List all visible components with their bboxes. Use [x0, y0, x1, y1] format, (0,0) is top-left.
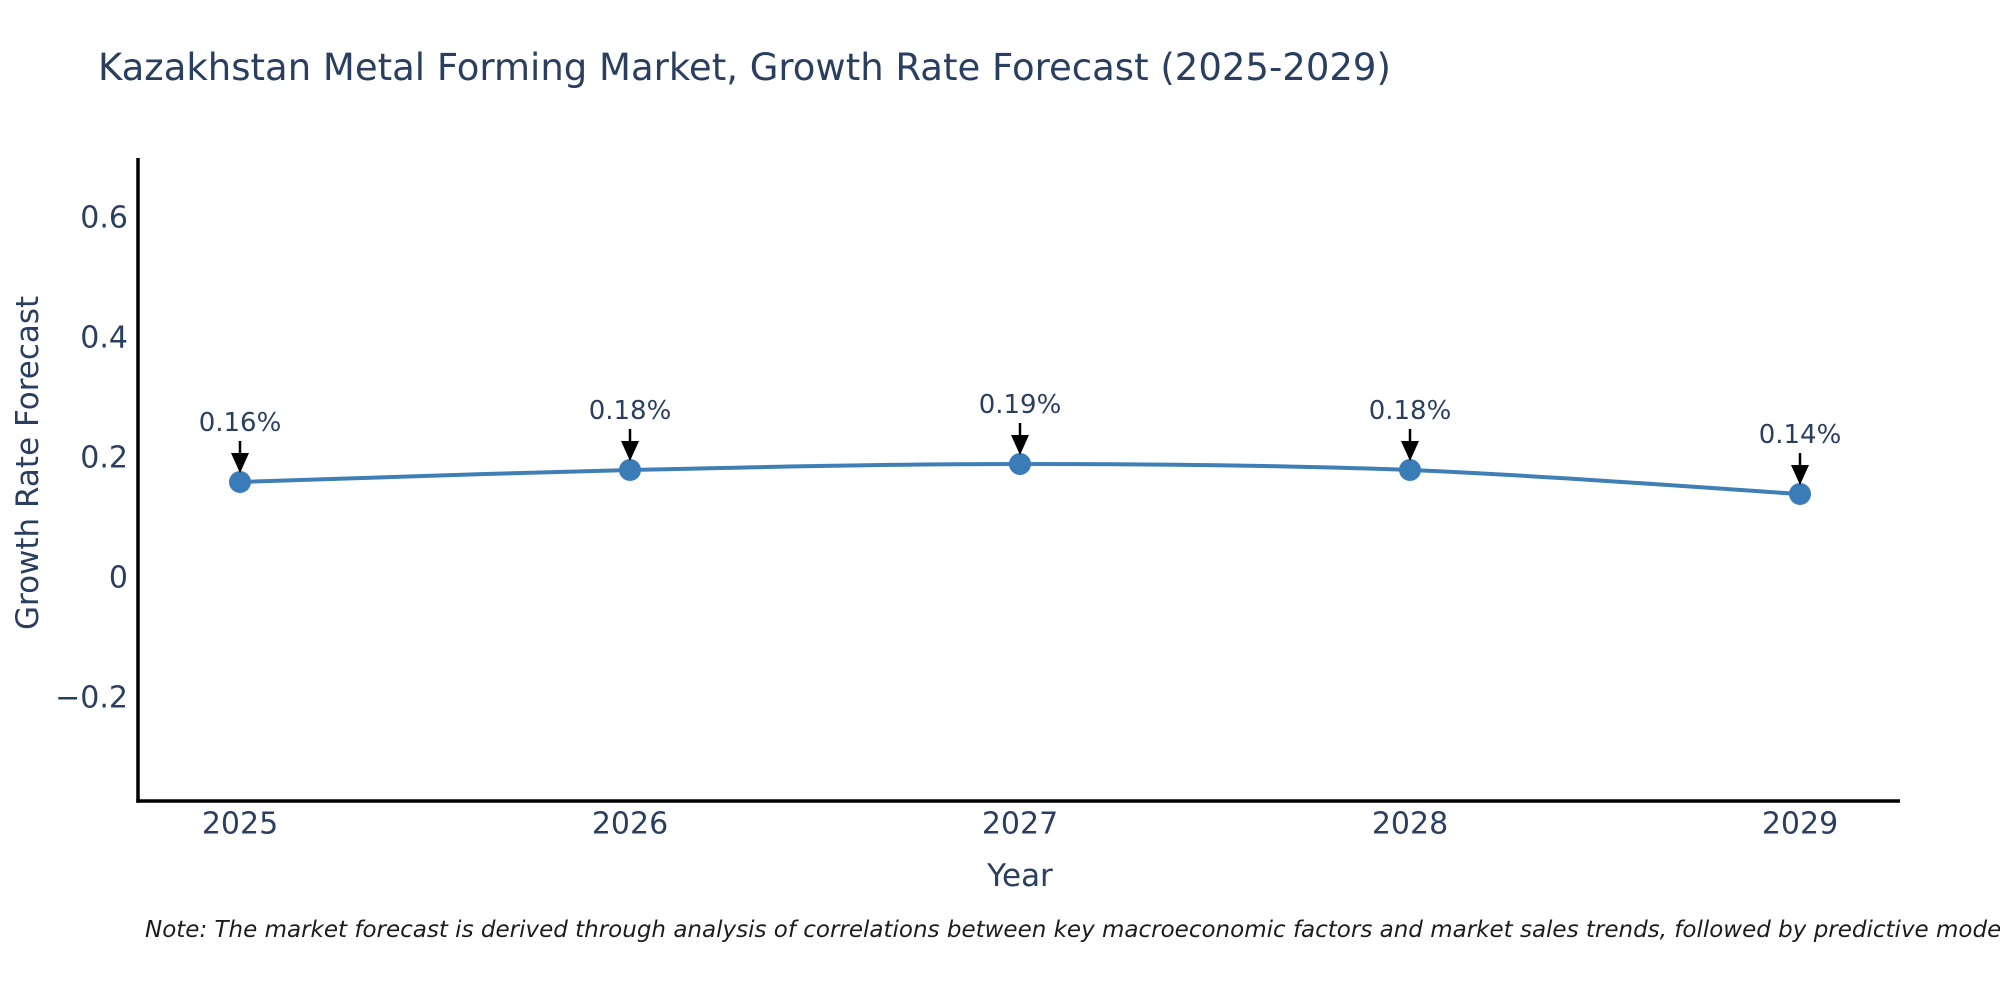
x-tick-label: 2025 — [202, 807, 278, 842]
data-point-marker — [1399, 459, 1421, 481]
data-point-marker — [1009, 453, 1031, 475]
point-value-label: 0.14% — [1759, 420, 1842, 450]
y-tick-label: 0.2 — [80, 441, 128, 476]
x-tick-label: 2027 — [982, 807, 1058, 842]
data-point-marker — [1789, 483, 1811, 505]
point-value-label: 0.16% — [199, 408, 282, 438]
annotation-arrowhead — [1401, 441, 1419, 461]
x-tick-label: 2029 — [1762, 807, 1838, 842]
annotation-arrowhead — [621, 441, 639, 461]
x-axis-title: Year — [987, 858, 1053, 894]
footnote: Note: The market forecast is derived thr… — [145, 917, 2000, 943]
y-axis-title: Growth Rate Forecast — [10, 295, 46, 630]
x-tick-label: 2028 — [1372, 807, 1448, 842]
x-tick-label: 2026 — [592, 807, 668, 842]
y-tick-label: 0.6 — [80, 201, 128, 236]
point-value-label: 0.18% — [1369, 396, 1452, 426]
annotation-arrowhead — [1791, 465, 1809, 485]
point-value-label: 0.18% — [589, 396, 672, 426]
y-tick-label: 0.4 — [80, 321, 128, 356]
annotation-arrowhead — [231, 453, 249, 473]
y-tick-label: −0.2 — [55, 681, 128, 716]
data-point-marker — [619, 459, 641, 481]
data-point-marker — [229, 471, 251, 493]
chart-title: Kazakhstan Metal Forming Market, Growth … — [98, 46, 1391, 89]
y-tick-label: 0 — [109, 561, 128, 596]
point-value-label: 0.19% — [979, 390, 1062, 420]
annotation-arrowhead — [1011, 435, 1029, 455]
